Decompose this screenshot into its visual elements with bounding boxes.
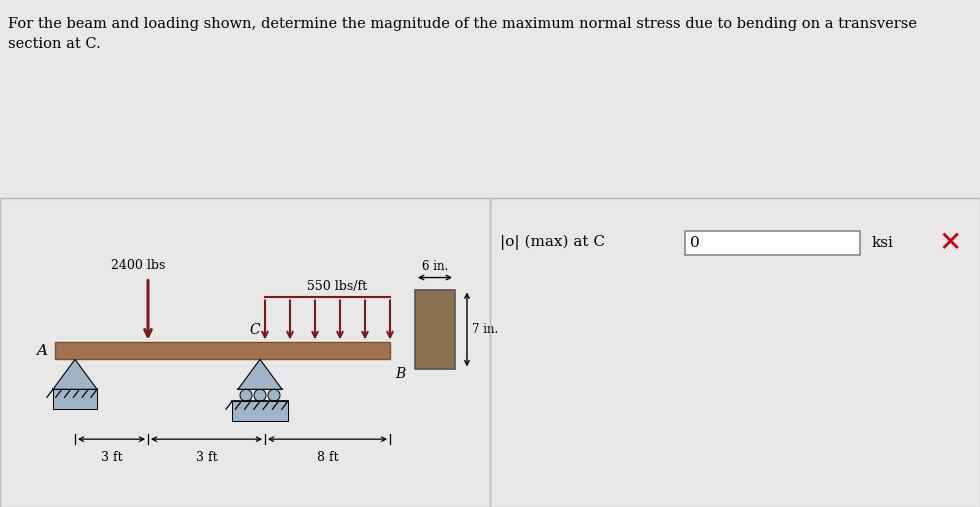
Text: 2400 lbs: 2400 lbs <box>111 259 166 272</box>
Text: B: B <box>395 368 406 381</box>
Text: ksi: ksi <box>872 236 894 249</box>
Bar <box>232 401 288 421</box>
Circle shape <box>254 389 266 401</box>
Text: 0: 0 <box>690 236 700 249</box>
Text: 3 ft: 3 ft <box>196 451 218 464</box>
Bar <box>685 231 860 255</box>
Text: section at C.: section at C. <box>8 37 101 51</box>
Bar <box>53 389 97 409</box>
Text: ✕: ✕ <box>939 229 961 257</box>
Text: 8 ft: 8 ft <box>317 451 338 464</box>
Circle shape <box>240 389 252 401</box>
Text: C: C <box>249 323 260 337</box>
Text: 6 in.: 6 in. <box>421 260 448 273</box>
Text: 3 ft: 3 ft <box>101 451 122 464</box>
Text: 7 in.: 7 in. <box>472 323 498 336</box>
Bar <box>415 289 455 369</box>
Text: 550 lbs/ft: 550 lbs/ft <box>308 279 368 293</box>
Circle shape <box>268 389 280 401</box>
Bar <box>55 342 390 359</box>
Text: For the beam and loading shown, determine the magnitude of the maximum normal st: For the beam and loading shown, determin… <box>8 17 917 31</box>
Polygon shape <box>53 359 97 389</box>
Polygon shape <box>238 359 282 389</box>
Text: A: A <box>36 344 47 358</box>
Text: |o| (max) at C: |o| (max) at C <box>500 235 605 250</box>
